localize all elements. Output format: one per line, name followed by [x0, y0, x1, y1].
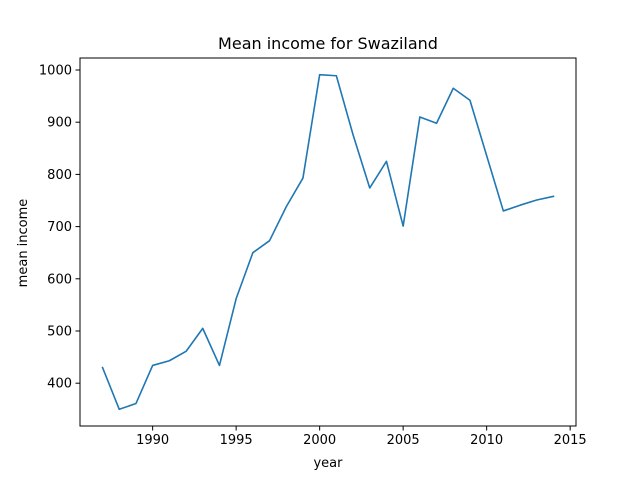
y-axis-label: mean income	[16, 199, 31, 288]
x-tick-label: 2015	[554, 433, 587, 448]
plot-frame	[79, 57, 577, 427]
y-tick-label: 900	[47, 116, 72, 131]
x-tick-label: 2005	[387, 433, 420, 448]
series-line	[101, 73, 555, 411]
y-tick-label: 500	[47, 324, 72, 339]
y-tick-label: 700	[47, 220, 72, 235]
x-tick-label: 1995	[220, 433, 253, 448]
x-tick-label: 1990	[136, 433, 169, 448]
chart-title: Mean income for Swaziland	[218, 34, 438, 53]
x-tick-label: 2010	[470, 433, 503, 448]
y-tick-label: 600	[47, 272, 72, 287]
y-tick-label: 1000	[39, 64, 72, 79]
y-tick-label: 800	[47, 168, 72, 183]
x-tick-label: 2000	[303, 433, 336, 448]
x-axis-label: year	[313, 456, 343, 471]
series-group	[101, 73, 555, 411]
y-tick-label: 400	[47, 377, 72, 392]
axes: 1990 1995 2000 2005 2010 2015 400 500 600 700 800 9…	[39, 57, 587, 448]
